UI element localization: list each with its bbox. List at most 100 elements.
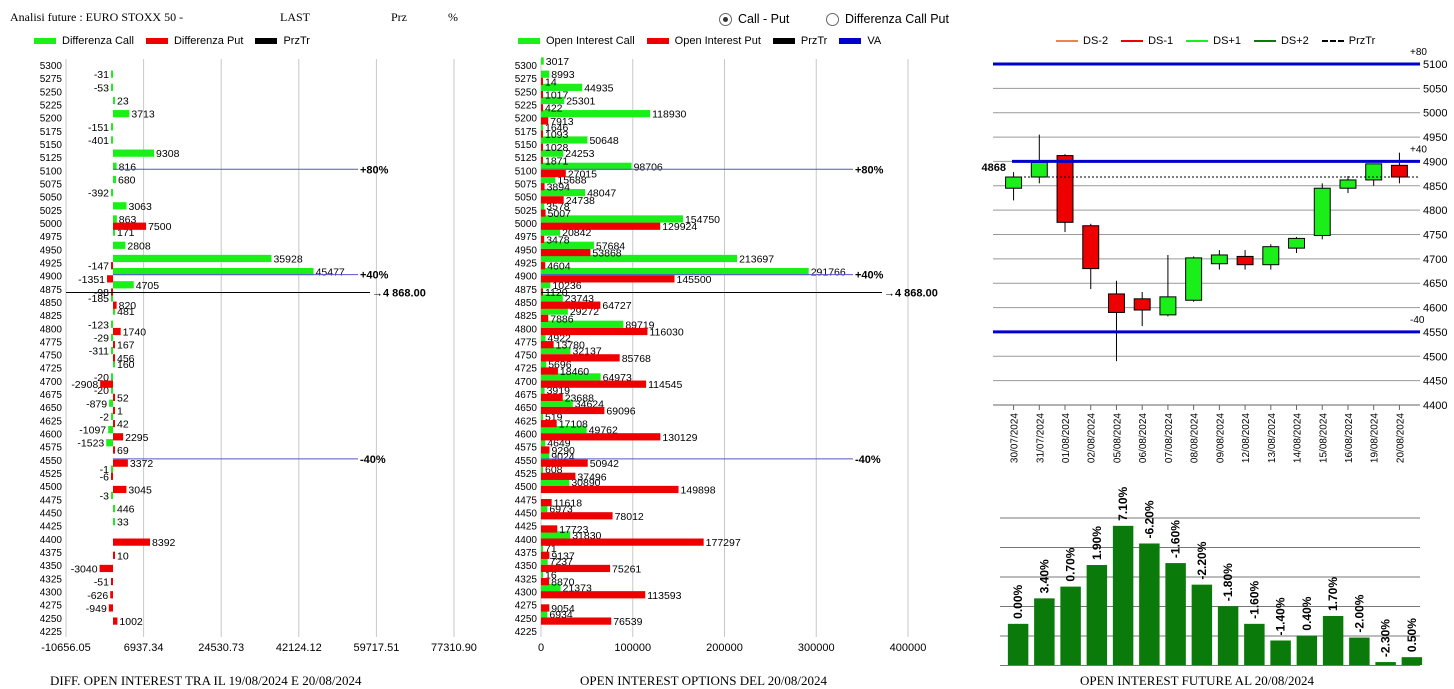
oi-strike-label: 5050 xyxy=(515,193,538,204)
legend-swatch-call xyxy=(34,38,56,44)
oi-bar-value: 1093 xyxy=(545,129,569,141)
candle-body xyxy=(1030,161,1048,178)
oi-bar-call xyxy=(541,228,561,236)
oi-bar-call xyxy=(541,333,546,342)
diff-bar-call xyxy=(113,241,126,249)
legend-swatch-oi-przTr xyxy=(772,38,795,44)
oi-bar-value: 18460 xyxy=(560,366,589,378)
oi-bar-value: 76539 xyxy=(613,616,642,628)
oi-strike-label: 5225 xyxy=(515,100,538,111)
oi-strike-label: 4775 xyxy=(515,337,538,348)
oi-bar-value: 14 xyxy=(545,76,557,88)
diff-bar-value: -151 xyxy=(88,122,109,134)
oi-bar-value: 11618 xyxy=(554,498,583,510)
candle-ytick-label: 4850 xyxy=(1423,181,1447,193)
diff-bar-value: 1 xyxy=(117,405,123,417)
diff-bar-call xyxy=(113,504,116,513)
legend-swatch-put xyxy=(145,38,168,44)
oi-bar-value: 149898 xyxy=(681,484,716,496)
oi-bar-put xyxy=(541,420,557,428)
candle-body xyxy=(1288,237,1306,249)
diff-strike-label: 4900 xyxy=(40,272,63,283)
oi-bar-put xyxy=(541,564,611,573)
oi-bar-put xyxy=(541,617,612,625)
candle-xtick-label: 15/08/2024 xyxy=(1318,413,1329,463)
oi-strike-label: 5300 xyxy=(515,61,538,72)
diff-bar-value: -1351 xyxy=(78,274,105,286)
oi-bar-value: 8993 xyxy=(551,69,575,81)
oi-strike-label: 4675 xyxy=(515,390,538,401)
diff-bar-value: 481 xyxy=(117,306,135,318)
diff-bar-put xyxy=(107,275,114,283)
oi-bar-call xyxy=(541,439,546,447)
oi-bar-put xyxy=(541,485,679,494)
oi-bar-value: 145500 xyxy=(676,274,711,286)
oi-przTr-label: →4 868.00 xyxy=(884,287,938,299)
oi-bar-value: 114545 xyxy=(648,379,682,391)
diff-bar-value: 7500 xyxy=(148,221,172,233)
radio-call-put[interactable]: Call - Put xyxy=(719,12,789,26)
radio-checked-icon[interactable] xyxy=(719,12,732,26)
diff-bar-value: -1523 xyxy=(77,438,104,450)
diff-bar-value: 2808 xyxy=(127,240,151,252)
oi-strike-label: 4250 xyxy=(515,614,538,625)
oi-bar-put xyxy=(541,393,563,401)
oi-bar-value: 9054 xyxy=(551,603,575,615)
legend-swatch-oi-put xyxy=(646,38,669,44)
future-bar xyxy=(1401,657,1423,665)
oi-strike-label: 4625 xyxy=(515,416,538,427)
oi-bar-put xyxy=(541,156,543,165)
oi-xtick-label: 100000 xyxy=(614,642,651,654)
oi-bar-call xyxy=(541,320,624,328)
diff-strike-label: 4225 xyxy=(40,627,63,638)
oi-bar-put xyxy=(541,104,543,112)
radio-unchecked-icon[interactable] xyxy=(826,12,839,26)
oi-bar-call xyxy=(541,123,543,131)
diff-bar-value: -949 xyxy=(86,603,107,615)
legend-item-ds+2: DS+2 xyxy=(1280,35,1309,47)
future-bar-label: -6.20% xyxy=(1142,500,1156,538)
diff-bar-value: 167 xyxy=(117,340,135,352)
oi-level-label: +40% xyxy=(855,270,884,282)
radio-diff-call-put[interactable]: Differenza Call Put xyxy=(826,12,949,26)
oi-bar-value: 50942 xyxy=(590,458,619,470)
oi-strike-label: 5100 xyxy=(515,166,538,177)
candle-body xyxy=(1107,293,1125,313)
candle-xtick-label: 09/08/2024 xyxy=(1215,413,1226,463)
candle-body xyxy=(1339,179,1357,189)
oi-bar-call xyxy=(541,570,543,578)
future-bar xyxy=(1244,623,1265,665)
candle-band-label: +80 xyxy=(1410,47,1427,58)
diff-bar-value: -1 xyxy=(100,464,109,476)
oi-strike-label: 4950 xyxy=(515,245,538,256)
diff-bar-put xyxy=(99,564,114,573)
diff-bar-call xyxy=(113,268,314,276)
diff-strike-label: 4975 xyxy=(40,232,63,243)
diff-bar-put xyxy=(111,262,114,270)
future-bar-label: -2.00% xyxy=(1352,594,1366,632)
oi-bar-call xyxy=(541,241,594,249)
diff-bar-value: 3372 xyxy=(130,458,154,470)
diff-bar-value: -147 xyxy=(88,261,109,273)
oi-bar-value: 16 xyxy=(545,569,557,581)
legend-swatch-candle-przTr xyxy=(1321,40,1344,42)
diff-przTr-label: →4 868.00 xyxy=(372,287,426,299)
future-bar-label: 3.40% xyxy=(1037,559,1051,593)
diff-bar-value: -53 xyxy=(94,82,109,94)
diff-bar-put xyxy=(113,459,128,467)
diff-bar-put xyxy=(113,341,116,349)
diff-strike-label: 4400 xyxy=(40,535,63,546)
oi-bar-call xyxy=(541,399,573,407)
legend-item-diff-call: Differenza Call xyxy=(62,35,134,47)
diff-bar-call xyxy=(108,425,114,434)
oi-bar-value: 48047 xyxy=(587,188,616,200)
oi-bar-value: 23688 xyxy=(565,392,594,404)
oi-bar-put xyxy=(541,604,550,612)
oi-bar-call xyxy=(541,307,568,315)
diff-bar-value: 35928 xyxy=(273,253,302,265)
diff-strike-label: 4550 xyxy=(40,456,63,467)
oi-strike-label: 4700 xyxy=(515,377,538,388)
diff-bar-put xyxy=(113,433,124,441)
candle-xtick-label: 01/08/2024 xyxy=(1061,413,1072,463)
oi-bar-call xyxy=(541,465,543,473)
